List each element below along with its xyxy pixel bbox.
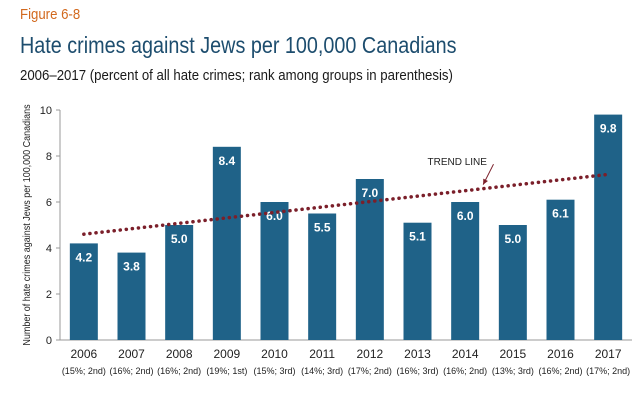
x-tick-label: 2017 <box>595 347 622 361</box>
x-tick-sublabel: (16%; 2nd) <box>157 366 201 376</box>
data-label: 9.8 <box>600 122 617 136</box>
bar <box>117 252 146 340</box>
x-tick-sublabel: (17%; 2nd) <box>348 366 392 376</box>
trend-line <box>82 172 610 236</box>
bar <box>403 222 432 340</box>
x-tick-sublabel: (15%; 3rd) <box>253 366 295 376</box>
bar <box>355 179 384 340</box>
data-label: 6.1 <box>552 207 569 221</box>
data-label: 3.8 <box>123 260 140 274</box>
data-label: 5.5 <box>314 221 331 235</box>
bar <box>546 199 575 340</box>
x-tick-sublabel: (19%; 1st) <box>206 366 247 376</box>
x-tick-label: 2012 <box>356 347 383 361</box>
x-tick-sublabel: (14%; 3rd) <box>301 366 343 376</box>
x-tick-sublabel: (16%; 2nd) <box>443 366 487 376</box>
y-tick-label: 6 <box>46 197 52 209</box>
data-label: 5.0 <box>504 232 521 246</box>
x-tick-sublabel: (13%; 3rd) <box>492 366 534 376</box>
bar <box>260 202 289 340</box>
chart-subtitle: 2006–2017 (percent of all hate crimes; r… <box>20 67 453 84</box>
bar <box>308 213 337 340</box>
x-tick-label: 2011 <box>309 347 335 361</box>
data-label: 8.4 <box>218 154 235 168</box>
chart-title: Hate crimes against Jews per 100,000 Can… <box>20 32 457 58</box>
x-tick-sublabel: (15%; 2nd) <box>62 366 106 376</box>
data-label: 4.2 <box>75 250 92 264</box>
x-tick-label: 2009 <box>213 347 240 361</box>
bar <box>451 202 480 340</box>
data-label: 5.1 <box>409 230 426 244</box>
x-tick-sublabel: (16%; 2nd) <box>538 366 582 376</box>
y-tick-label: 2 <box>46 289 52 301</box>
data-label: 7.0 <box>361 186 378 200</box>
x-tick-label: 2008 <box>166 347 193 361</box>
x-tick-label: 2006 <box>70 347 97 361</box>
data-label: 6.0 <box>266 209 283 223</box>
x-tick-label: 2007 <box>118 347 145 361</box>
bar <box>212 146 241 340</box>
x-tick-sublabel: (17%; 2nd) <box>586 366 630 376</box>
y-tick-label: 0 <box>46 335 52 347</box>
x-tick-label: 2014 <box>452 347 479 361</box>
bar <box>498 225 527 340</box>
x-tick-label: 2013 <box>404 347 431 361</box>
data-label: 6.0 <box>457 209 474 223</box>
x-tick-sublabel: (16%; 2nd) <box>109 366 153 376</box>
bar <box>69 243 98 340</box>
x-tick-sublabel: (16%; 3rd) <box>396 366 438 376</box>
trend-line-label: TREND LINE <box>428 157 488 168</box>
y-axis-label: Number of hate crimes against Jews per 1… <box>22 104 34 346</box>
y-tick-label: 10 <box>40 105 52 117</box>
bar <box>165 225 194 340</box>
x-tick-label: 2016 <box>547 347 574 361</box>
figure-label: Figure 6-8 <box>20 6 81 23</box>
bar <box>594 114 623 340</box>
x-tick-label: 2010 <box>261 347 288 361</box>
data-label: 5.0 <box>171 232 188 246</box>
y-tick-label: 4 <box>46 243 52 255</box>
trend-arrow-head <box>483 178 488 185</box>
x-tick-label: 2015 <box>499 347 526 361</box>
y-tick-label: 8 <box>46 151 52 163</box>
